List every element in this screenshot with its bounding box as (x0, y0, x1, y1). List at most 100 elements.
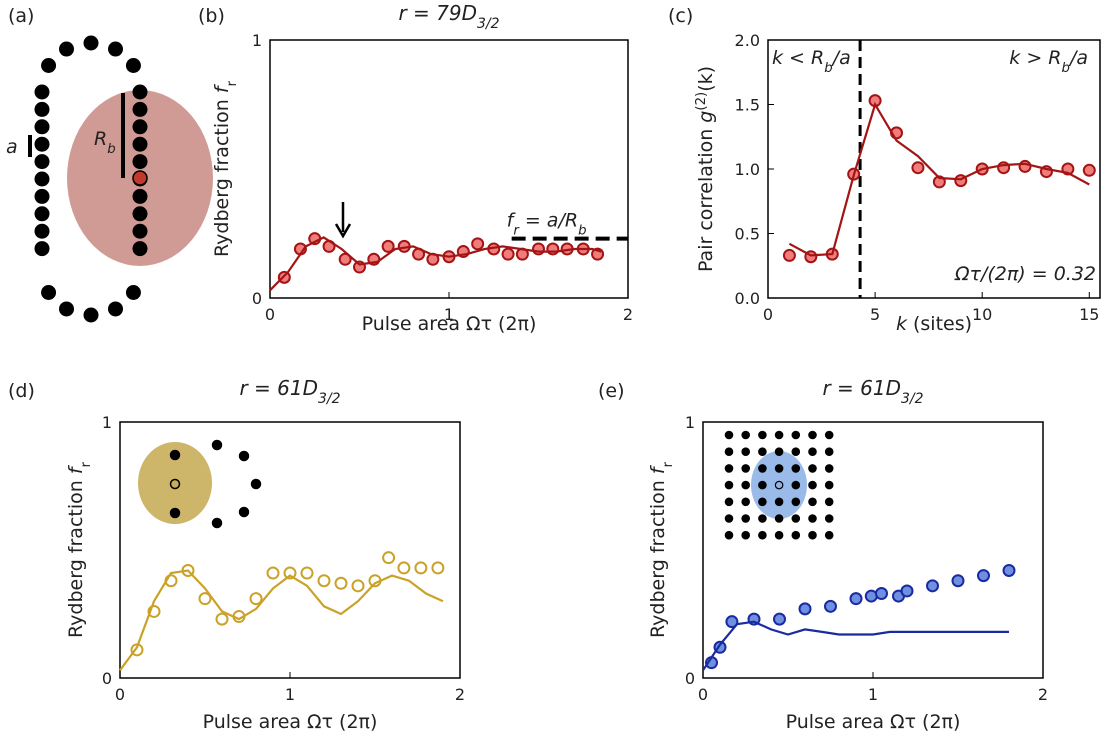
inset-atom (824, 464, 834, 473)
inset-atom (211, 517, 223, 529)
x-tick-label: 0 (265, 305, 275, 324)
data-point (338, 252, 352, 266)
y-axis-label-part: f (647, 464, 669, 474)
atom (132, 101, 148, 117)
x-axis-label-part: k (896, 313, 908, 335)
y-axis-label-part: Pair correlation (695, 123, 717, 272)
inset-atom (758, 514, 767, 523)
x-tick-label: 2 (623, 305, 633, 324)
y-axis-label-part: Rydberg fraction (647, 474, 669, 638)
spacing-label: a (6, 136, 18, 158)
annotation: fr = a/Rb (507, 210, 587, 239)
inset-atom (808, 464, 817, 473)
x-axis-label: Pulse area Ωτ (2π) (203, 711, 378, 733)
excited-atom (132, 170, 148, 186)
inset-atom (238, 506, 250, 518)
data-point (532, 242, 545, 256)
atom (108, 301, 123, 317)
data-point (725, 615, 739, 629)
inset-atom (774, 497, 784, 507)
panel-label: (a) (8, 5, 34, 27)
fit-line (119, 569, 444, 671)
y-axis-label-part: r (661, 461, 676, 467)
inset-atom (791, 430, 801, 440)
x-tick-label: 15 (1079, 305, 1099, 324)
atom (34, 188, 50, 204)
data-point (1018, 159, 1032, 173)
inset-atom (724, 480, 734, 490)
fit-line (702, 620, 1009, 671)
data-point (381, 239, 395, 253)
y-axis-label-part: Rydberg fraction (211, 93, 233, 257)
inset-atom (791, 530, 801, 540)
inset-atom (774, 530, 784, 540)
region-label-part: /a (1068, 47, 1088, 69)
inset-atom (791, 447, 801, 457)
data-point (300, 566, 314, 580)
y-tick-label: 1.0 (735, 160, 760, 179)
data-point (334, 576, 348, 590)
x-tick-label: 5 (870, 305, 880, 324)
data-point (397, 561, 411, 575)
radius-label-part: R (94, 128, 107, 150)
data-point (382, 551, 396, 565)
atom (125, 285, 141, 300)
inset-atom (791, 514, 801, 523)
inset-atom (758, 464, 767, 473)
data-point (249, 592, 263, 606)
inset-atom (758, 497, 767, 507)
y-tick-label: 1 (102, 413, 112, 432)
region-label: k > Rb/a (1009, 47, 1088, 76)
y-tick-label: 1 (252, 31, 262, 50)
inset-atom (169, 507, 181, 519)
x-tick-label: 1 (444, 305, 454, 324)
data-point (798, 602, 812, 616)
inset-atom (741, 497, 751, 507)
chart-title-part: 3/2 (477, 16, 500, 32)
chart-title-part: 3/2 (318, 391, 341, 407)
fit-line (269, 236, 602, 292)
inset-atom (741, 430, 751, 440)
x-axis-label-part: (sites) (907, 313, 972, 335)
atom (59, 41, 74, 57)
atom (108, 41, 123, 57)
inset-atom (741, 514, 751, 523)
inset-atom (169, 449, 181, 461)
inset-atom (774, 514, 784, 523)
data-point (951, 574, 965, 588)
y-tick-label: 1.5 (735, 96, 760, 115)
chart-title: r = 79D3/2 (398, 1, 499, 32)
x-axis-label: Pulse area Ωτ (2π) (786, 711, 961, 733)
inset-atom (724, 514, 734, 523)
y-tick-label: 0 (685, 669, 695, 688)
data-point (501, 247, 515, 261)
y-axis-label-part: r (225, 80, 240, 86)
data-point (147, 604, 161, 618)
panel-label: (b) (198, 5, 225, 27)
data-point (546, 242, 560, 256)
inset-atom (250, 478, 262, 490)
inset-atom (808, 530, 817, 540)
x-tick-label: 1 (285, 685, 295, 704)
data-point (414, 561, 428, 575)
inset-atom (741, 447, 751, 457)
atom (132, 241, 148, 257)
inset-atom (824, 514, 834, 523)
region-label-part: b (824, 61, 832, 76)
inset-atom (808, 497, 817, 507)
atom (34, 241, 50, 257)
inset-atom (824, 430, 834, 440)
inset-atom (758, 447, 767, 457)
inset-atom (758, 480, 767, 490)
data-point (266, 566, 280, 580)
data-point (849, 592, 863, 606)
data-point (471, 237, 485, 251)
panel-label: (d) (8, 380, 35, 402)
inset-atom (774, 464, 784, 473)
y-tick-label: 1 (685, 413, 695, 432)
annotation: Ωτ/(2π) = 0.32 (954, 263, 1096, 285)
inset-atom (724, 464, 734, 473)
inset-atom (724, 530, 734, 540)
y-axis-label: Pair correlation g(2)(k) (694, 66, 718, 272)
x-tick-label: 0 (115, 685, 125, 704)
